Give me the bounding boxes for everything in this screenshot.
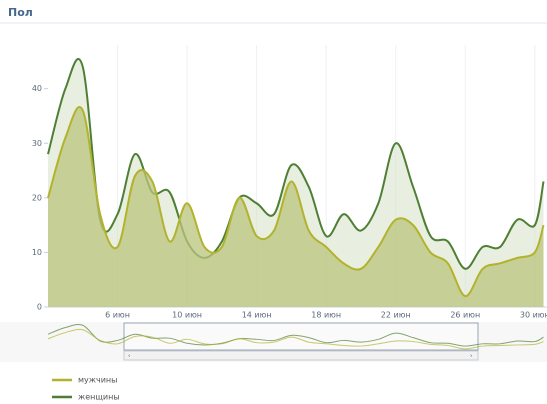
y-tick-label: 30 [32, 139, 42, 148]
x-tick-label: 10 июн [172, 311, 202, 320]
series-line [47, 58, 545, 270]
legend-label: женщины [78, 393, 120, 402]
y-tick-label: 20 [32, 193, 42, 202]
x-tick-label: 18 июн [311, 311, 341, 320]
y-tick-label: 40 [32, 84, 42, 93]
series-area [48, 107, 544, 307]
y-tick-label: 10 [32, 248, 42, 257]
x-tick-label: 6 июн [105, 311, 130, 320]
legend-label: мужчины [78, 376, 117, 385]
x-tick-label: 30 июн [520, 311, 547, 320]
x-tick-label: 26 июн [450, 311, 480, 320]
series-line [47, 106, 545, 298]
x-tick-label: 14 июн [242, 311, 272, 320]
y-tick-label: 0 [37, 303, 42, 312]
x-tick-label: 22 июн [381, 311, 411, 320]
scroll-left[interactable]: ‹ [128, 353, 130, 360]
navigator-line [47, 323, 544, 347]
chart-title: Пол [8, 6, 33, 19]
scroll-right[interactable]: › [470, 353, 472, 360]
navigator-line [47, 328, 544, 350]
navigator-scrollbar[interactable] [123, 350, 479, 361]
